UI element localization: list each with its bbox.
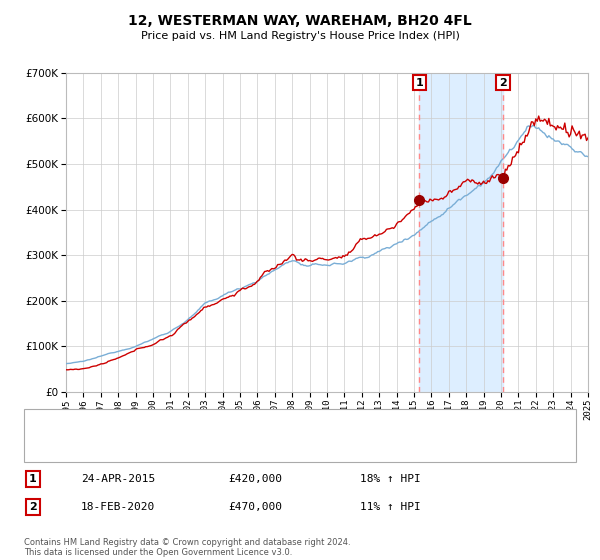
Text: 2: 2 <box>499 78 507 87</box>
Text: 11% ↑ HPI: 11% ↑ HPI <box>360 502 421 512</box>
Text: 18% ↑ HPI: 18% ↑ HPI <box>360 474 421 484</box>
Text: Contains HM Land Registry data © Crown copyright and database right 2024.
This d: Contains HM Land Registry data © Crown c… <box>24 538 350 557</box>
Text: 2: 2 <box>29 502 37 512</box>
Text: £420,000: £420,000 <box>228 474 282 484</box>
Text: 18-FEB-2020: 18-FEB-2020 <box>81 502 155 512</box>
Text: 12, WESTERMAN WAY, WAREHAM, BH20 4FL: 12, WESTERMAN WAY, WAREHAM, BH20 4FL <box>128 14 472 28</box>
Text: HPI: Average price, detached house, Dorset: HPI: Average price, detached house, Dors… <box>65 441 292 451</box>
Text: 24-APR-2015: 24-APR-2015 <box>81 474 155 484</box>
Bar <box>419 73 503 392</box>
Text: 12, WESTERMAN WAY, WAREHAM, BH20 4FL (detached house): 12, WESTERMAN WAY, WAREHAM, BH20 4FL (de… <box>65 419 389 429</box>
Text: £470,000: £470,000 <box>228 502 282 512</box>
Text: Price paid vs. HM Land Registry's House Price Index (HPI): Price paid vs. HM Land Registry's House … <box>140 31 460 41</box>
Text: 1: 1 <box>29 474 37 484</box>
Text: 1: 1 <box>415 78 423 87</box>
